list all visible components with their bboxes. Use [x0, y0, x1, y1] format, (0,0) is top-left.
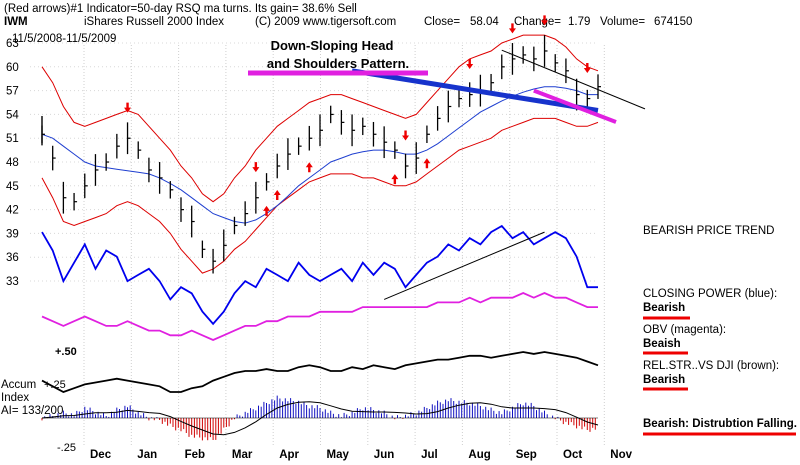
accum-index-label: Index: [1, 392, 29, 404]
right-shoulder-overlay: [533, 88, 617, 124]
sell-arrow: [583, 63, 591, 74]
pattern-overlays: [351, 49, 646, 124]
bands: [41, 34, 599, 274]
y-tick-label: 63: [6, 38, 19, 50]
header-close-value: 58.04: [470, 16, 499, 28]
relstr-line: [41, 351, 599, 393]
month-label: Jan: [137, 449, 157, 461]
y-tick-label: 60: [6, 62, 19, 74]
closing-power-value: Bearish: [643, 302, 685, 314]
month-label: Feb: [185, 449, 205, 461]
obv-value: Beaish: [643, 338, 681, 350]
y-tick-label: 48: [6, 157, 19, 169]
closing-power-trendline: [383, 231, 545, 300]
relstr-label: REL.STR..VS DJI (brown):: [643, 360, 779, 372]
buy-arrow: [263, 205, 271, 216]
header-ticker: IWM: [4, 16, 28, 28]
sell-arrow: [541, 15, 549, 26]
y-tick-label: 36: [6, 252, 19, 264]
accum-title: Accum: [1, 379, 36, 391]
trend-label: BEARISH PRICE TREND: [643, 225, 774, 237]
lower-band-line: [41, 117, 599, 274]
sell-arrow: [124, 102, 132, 113]
indicators: [41, 224, 599, 393]
buy-arrow: [391, 174, 399, 185]
sell-arrow: [508, 23, 516, 34]
header-volume-label: Volume=: [600, 16, 645, 28]
sell-arrow: [252, 162, 260, 173]
month-label: Mar: [232, 449, 253, 461]
sell-arrow: [466, 59, 474, 70]
relstr-value: Bearish: [643, 374, 685, 386]
x-axis-months: Dec Jan Feb Mar Apr May Jun Jul Aug Sep Oct Nov: [90, 449, 633, 461]
neckline-overlay: [351, 68, 599, 113]
y-tick-label: 39: [6, 228, 19, 240]
header-line1: (Red arrows)#1 Indicator=50-day RSQ ma t…: [4, 3, 357, 15]
buy-arrow: [305, 162, 313, 173]
y-axis-ticks: 63 60 57 54 51 48 45 42 39 36 33: [6, 38, 19, 288]
accum-value: Bearish: Distrubtion Falling.: [643, 418, 797, 430]
accum-histogram: [41, 395, 599, 441]
header-copyright: (C) 2009 www.tigersoft.com: [255, 16, 396, 28]
moving-average-line: [41, 86, 598, 224]
header-name: iShares Russell 2000 Index: [84, 16, 224, 28]
obv-line: [41, 292, 598, 341]
annotation-title-1: Down-Sloping Head: [271, 38, 394, 53]
month-label: Jul: [421, 449, 438, 461]
header-volume-value: 674150: [654, 16, 692, 28]
signal-arrows: [124, 15, 591, 216]
upper-band-line: [41, 34, 599, 203]
obv-label: OBV (magenta):: [643, 324, 726, 336]
closing-power-line: [41, 224, 598, 326]
y-tick-label: 45: [6, 181, 19, 193]
header-change-label: Change=: [514, 16, 561, 28]
y-tick-label: 51: [6, 133, 19, 145]
grid-lines: [30, 42, 605, 445]
month-label: Dec: [90, 449, 112, 461]
sell-arrow: [402, 130, 410, 141]
y-tick-label: 33: [6, 276, 19, 288]
accum-plus25-label: +.25: [44, 379, 66, 391]
buy-arrow: [423, 158, 431, 169]
header-date-range: 11/5/2008-11/5/2009: [12, 33, 116, 45]
accum-plus50-label: +.50: [55, 346, 77, 358]
closing-power-label: CLOSING POWER (blue):: [643, 288, 777, 300]
month-label: Nov: [610, 449, 632, 461]
month-label: May: [327, 449, 350, 461]
month-label: Sep: [516, 449, 537, 461]
y-tick-label: 42: [6, 205, 19, 217]
accum-minus25-label: -.25: [57, 442, 76, 454]
buy-arrow: [273, 189, 281, 200]
accum-ai-label: AI= 133/200: [1, 405, 63, 417]
header-close-label: Close=: [424, 16, 460, 28]
head-trendline: [501, 49, 646, 110]
y-tick-label: 54: [6, 109, 19, 121]
accum-average-line: [41, 401, 599, 436]
month-label: Apr: [279, 449, 299, 461]
month-label: Jun: [374, 449, 394, 461]
y-tick-label: 57: [6, 86, 19, 98]
month-label: Oct: [563, 449, 582, 461]
annotation-title-2: and Shoulders Pattern.: [267, 56, 409, 71]
month-label: Aug: [468, 449, 490, 461]
header-change-value: 1.79: [568, 16, 590, 28]
